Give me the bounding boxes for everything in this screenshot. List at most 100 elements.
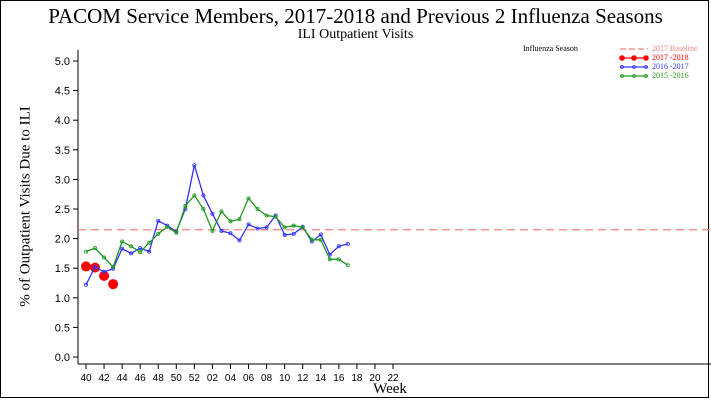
data-point-2017-2018 (99, 270, 110, 281)
legend-label: 2017 -2018 (652, 53, 689, 62)
legend-swatch (619, 55, 649, 61)
data-point (174, 230, 179, 235)
x-tick-label: 48 (153, 373, 165, 384)
data-point (156, 231, 161, 236)
x-axis-label: Week (373, 381, 407, 397)
data-point (273, 214, 278, 219)
data-point (237, 217, 242, 222)
data-point (345, 241, 350, 246)
data-point (111, 265, 116, 270)
legend-swatch (620, 65, 648, 69)
data-point (192, 163, 197, 168)
y-tick-label: 4.5 (55, 86, 70, 98)
data-point (264, 213, 269, 218)
data-point (246, 196, 251, 201)
x-tick-label: 18 (351, 373, 363, 384)
legend-label: 2015 -2016 (652, 71, 689, 80)
data-point (156, 218, 161, 223)
y-tick-label: 2.5 (55, 204, 70, 216)
data-point (138, 250, 143, 255)
series-line-2015-2016 (85, 194, 349, 269)
y-tick-label: 5.0 (55, 56, 70, 68)
data-point (210, 228, 215, 233)
data-point (183, 204, 188, 209)
data-point (282, 225, 287, 230)
data-point (228, 231, 233, 236)
x-tick-label: 44 (117, 373, 129, 384)
y-tick-label: 4.0 (55, 115, 70, 127)
data-point (201, 193, 206, 198)
data-point (309, 237, 314, 242)
data-point (345, 263, 350, 268)
data-point (84, 282, 89, 287)
chart-title: PACOM Service Members, 2017-2018 and Pre… (48, 4, 663, 28)
data-point (210, 211, 215, 216)
legend-label: 2016 -2017 (652, 62, 689, 71)
x-tick-label: 04 (225, 373, 237, 384)
legend-title: Influenza Season (523, 44, 578, 53)
x-tick-label: 22 (387, 373, 399, 384)
data-point (327, 257, 332, 262)
data-point (102, 269, 107, 274)
x-tick-label: 06 (243, 373, 255, 384)
data-point (147, 249, 152, 254)
legend-swatch (620, 48, 648, 50)
data-point (147, 240, 152, 245)
data-point (93, 246, 98, 251)
legend-label: 2017 Baseline (652, 44, 698, 53)
data-point (291, 231, 296, 236)
data-point-2017-2018 (108, 279, 119, 290)
data-point (129, 251, 134, 256)
data-point (219, 209, 224, 214)
data-point (138, 246, 143, 251)
data-point (102, 255, 107, 260)
data-point-2017-2018 (81, 261, 91, 272)
x-tick-label: 46 (135, 373, 147, 384)
data-point (318, 237, 323, 242)
x-tick-label: 52 (189, 373, 201, 384)
x-tick-label: 50 (171, 373, 183, 384)
y-tick-label: 3.0 (55, 174, 70, 186)
x-tick-label: 42 (98, 373, 110, 384)
data-point (336, 257, 341, 262)
data-point (237, 238, 242, 243)
data-point (219, 228, 224, 233)
data-point (255, 206, 260, 211)
data-point (336, 244, 341, 249)
y-tick-label: 1.5 (55, 263, 70, 275)
data-point (201, 206, 206, 211)
x-tick-label: 40 (80, 373, 92, 384)
data-point (246, 222, 251, 227)
x-tick-label: 08 (261, 373, 273, 384)
data-point (165, 224, 170, 229)
y-tick-label: 0.5 (55, 322, 70, 334)
y-tick-label: 1.0 (55, 293, 70, 305)
data-point (192, 193, 197, 198)
data-point (84, 249, 89, 254)
data-point (318, 232, 323, 237)
data-point (129, 244, 134, 249)
legend-swatch (620, 74, 648, 78)
x-tick-label: 16 (333, 373, 345, 384)
data-point (300, 225, 305, 230)
data-point (255, 226, 260, 231)
chart-subtitle: ILI Outpatient Visits (297, 27, 414, 42)
data-point (282, 233, 287, 238)
data-point (291, 223, 296, 228)
data-point (120, 239, 125, 244)
y-tick-label: 2.0 (55, 234, 70, 246)
data-point (120, 246, 125, 251)
data-point (264, 225, 269, 230)
x-tick-label: 14 (315, 373, 327, 384)
y-tick-label: 0.0 (55, 352, 70, 364)
x-tick-label: 02 (207, 373, 219, 384)
y-tick-label: 3.5 (55, 145, 70, 157)
x-tick-label: 10 (279, 373, 291, 384)
series-line-2016-2017 (85, 165, 349, 286)
x-tick-label: 12 (297, 373, 309, 384)
data-point (228, 219, 233, 224)
x-tick-label: 20 (369, 373, 381, 384)
data-point (93, 265, 98, 270)
